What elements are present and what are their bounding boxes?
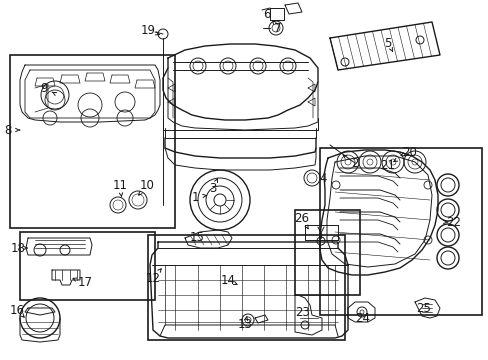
Text: 15: 15 [189, 230, 204, 243]
Text: 10: 10 [139, 179, 154, 192]
Text: 8: 8 [4, 123, 12, 136]
Text: 12: 12 [145, 271, 160, 284]
Text: 7: 7 [274, 22, 281, 35]
Bar [10, 55, 175, 228]
Text: 13: 13 [237, 319, 252, 332]
Text: 25: 25 [416, 302, 430, 315]
Text: 16: 16 [9, 303, 24, 316]
Text: 23: 23 [295, 306, 310, 319]
Text: 21: 21 [380, 158, 395, 171]
Bar [20, 232, 155, 300]
Text: 20: 20 [402, 145, 417, 158]
Text: 22: 22 [446, 216, 461, 229]
Text: 9: 9 [40, 81, 48, 95]
Text: 19: 19 [140, 23, 155, 36]
Bar [319, 148, 481, 315]
Text: 26: 26 [294, 212, 309, 225]
Text: 24: 24 [355, 311, 370, 324]
Text: 2: 2 [350, 157, 358, 170]
Text: 6: 6 [263, 8, 270, 21]
Bar [148, 235, 345, 340]
Text: 1: 1 [191, 190, 198, 203]
Text: 5: 5 [384, 36, 391, 50]
Text: 11: 11 [112, 179, 127, 192]
Text: 4: 4 [319, 171, 326, 185]
Text: 17: 17 [77, 276, 92, 289]
Bar [294, 210, 359, 295]
Text: 18: 18 [11, 242, 25, 255]
Text: 3: 3 [209, 181, 216, 194]
Text: 14: 14 [220, 274, 235, 287]
